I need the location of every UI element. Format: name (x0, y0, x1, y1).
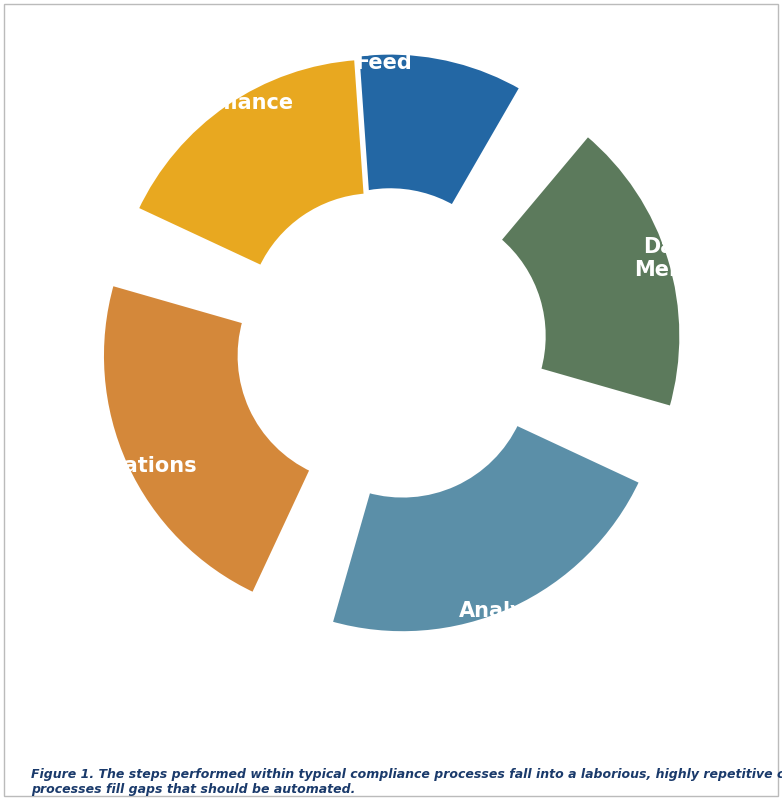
Text: Data
Merge: Data Merge (634, 237, 708, 280)
Wedge shape (135, 58, 367, 268)
Wedge shape (330, 422, 642, 634)
Text: Figure 1. The steps performed within typical compliance processes fall into a la: Figure 1. The steps performed within typ… (31, 768, 782, 796)
Wedge shape (498, 134, 682, 409)
Text: Calculations: Calculations (52, 456, 196, 476)
Wedge shape (246, 52, 522, 211)
Text: Compliance: Compliance (157, 93, 293, 113)
Wedge shape (101, 283, 313, 595)
Text: Data
Feed: Data Feed (355, 30, 411, 73)
Text: Analytics: Analytics (458, 601, 566, 621)
